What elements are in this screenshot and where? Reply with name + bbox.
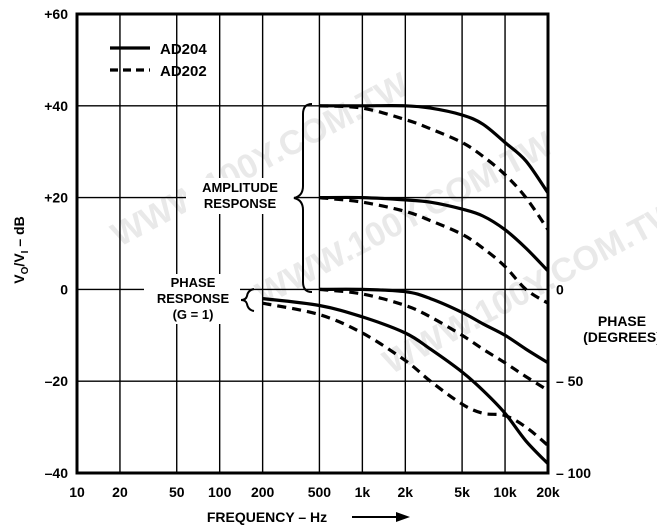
amplitude-label-line1: AMPLITUDE: [202, 180, 278, 195]
amplitude-curve-solid-2: [319, 195, 550, 273]
x-axis-arrow-icon: [352, 512, 410, 522]
x-tick-label: 20: [112, 484, 128, 500]
y-tick-label: –40: [45, 465, 69, 481]
legend: AD204 AD202: [110, 41, 207, 80]
y-tick-labels: +60 +40 +20 0 –20 –40: [44, 6, 68, 481]
x-tick-label: 20k: [536, 484, 560, 500]
x-tick-label: 10k: [493, 484, 517, 500]
x-tick-label: 2k: [398, 484, 414, 500]
y-tick-label: +20: [44, 190, 68, 206]
plot-frame: [75, 12, 550, 475]
x-tick-label: 100: [208, 484, 232, 500]
phase-curve-dashed-5: [319, 287, 549, 392]
phase-curve-solid-6: [262, 297, 550, 465]
phase-label-line1: PHASE: [171, 275, 216, 290]
amplitude-annotation: AMPLITUDE RESPONSE: [186, 103, 313, 293]
phase-tick-label: 0: [556, 281, 564, 297]
phase-brace: [240, 288, 255, 312]
x-axis-label: FREQUENCY – Hz: [207, 509, 327, 525]
phase-curve-dashed-7: [262, 301, 550, 447]
x-tick-label: 5k: [454, 484, 470, 500]
phase-label-line2: RESPONSE: [157, 291, 230, 306]
phase-tick-labels: 0 – 50 – 100: [556, 281, 591, 481]
phase-tick-label: – 50: [556, 373, 583, 389]
x-tick-label: 1k: [355, 484, 371, 500]
phase-curve-solid-4: [319, 287, 549, 365]
phase-tick-label: – 100: [556, 465, 591, 481]
legend-label-ad204: AD204: [160, 41, 207, 58]
x-tick-label: 500: [308, 484, 332, 500]
x-tick-label: 200: [251, 484, 275, 500]
amplitude-label-line2: RESPONSE: [204, 196, 277, 211]
x-tick-labels: 10 20 50 100 200 500 1k 2k 5k 10k 20k: [69, 484, 560, 500]
y-tick-label: –20: [45, 373, 69, 389]
y-tick-label: +60: [44, 6, 68, 22]
phase-axis-label-line2: (DEGREES): [583, 329, 657, 345]
phase-annotation: PHASE RESPONSE (G = 1): [144, 274, 255, 324]
phase-label-line3: (G = 1): [173, 307, 214, 322]
amplitude-curve-solid-0: [319, 104, 550, 194]
y-axis-label: VO/VI – dB: [11, 216, 31, 283]
x-tick-label: 50: [169, 484, 185, 500]
data-curves: [262, 104, 550, 465]
legend-label-ad202: AD202: [160, 63, 207, 80]
amplitude-brace: [293, 103, 313, 293]
y-tick-label: +40: [44, 98, 68, 114]
grid-lines: [76, 13, 549, 474]
phase-axis-label-line1: PHASE: [598, 313, 646, 329]
y-tick-label: 0: [60, 281, 68, 297]
x-tick-label: 10: [69, 484, 85, 500]
